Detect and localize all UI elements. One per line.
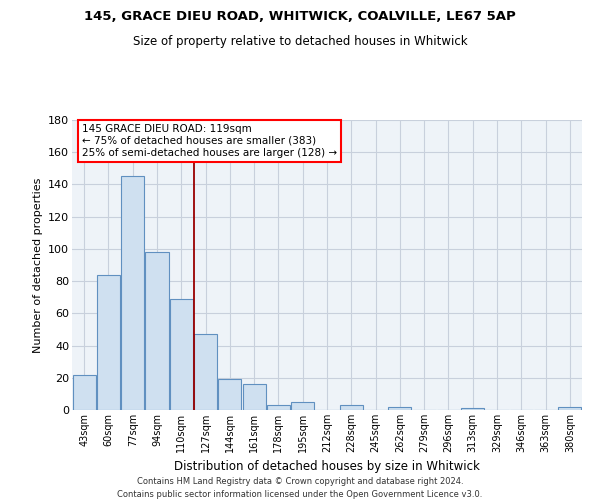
Bar — [242, 384, 266, 410]
Bar — [73, 374, 95, 410]
Text: Contains public sector information licensed under the Open Government Licence v3: Contains public sector information licen… — [118, 490, 482, 499]
Bar — [121, 176, 144, 410]
Y-axis label: Number of detached properties: Number of detached properties — [32, 178, 43, 352]
Bar — [145, 252, 169, 410]
Bar — [194, 334, 217, 410]
Text: 145, GRACE DIEU ROAD, WHITWICK, COALVILLE, LE67 5AP: 145, GRACE DIEU ROAD, WHITWICK, COALVILL… — [84, 10, 516, 23]
Bar — [388, 407, 412, 410]
Bar — [340, 405, 363, 410]
Bar — [461, 408, 484, 410]
Bar — [97, 274, 120, 410]
Bar — [291, 402, 314, 410]
X-axis label: Distribution of detached houses by size in Whitwick: Distribution of detached houses by size … — [174, 460, 480, 473]
Text: Size of property relative to detached houses in Whitwick: Size of property relative to detached ho… — [133, 35, 467, 48]
Text: 145 GRACE DIEU ROAD: 119sqm
← 75% of detached houses are smaller (383)
25% of se: 145 GRACE DIEU ROAD: 119sqm ← 75% of det… — [82, 124, 337, 158]
Bar — [170, 299, 193, 410]
Bar — [559, 407, 581, 410]
Bar — [267, 405, 290, 410]
Bar — [218, 380, 241, 410]
Text: Contains HM Land Registry data © Crown copyright and database right 2024.: Contains HM Land Registry data © Crown c… — [137, 478, 463, 486]
